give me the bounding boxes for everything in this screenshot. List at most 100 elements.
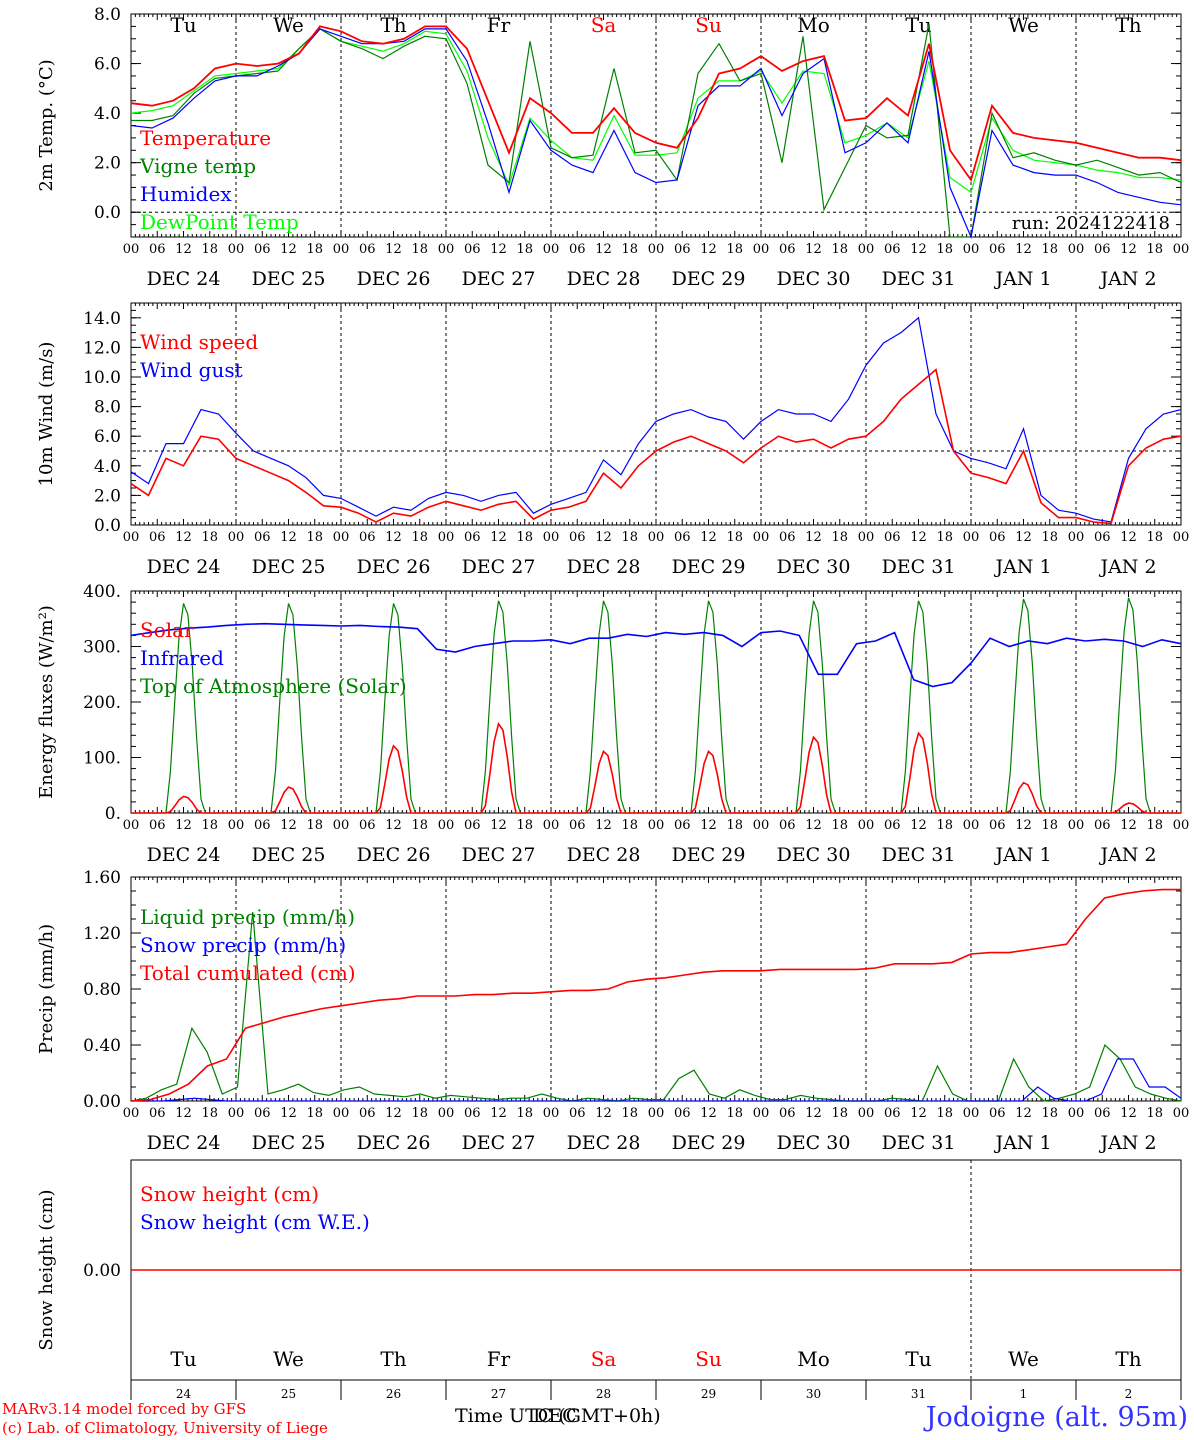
x-tick-label: 18 bbox=[1041, 530, 1058, 545]
bottom-day-number: 30 bbox=[806, 1387, 821, 1400]
x-tick-label: 00 bbox=[858, 1106, 875, 1121]
day-name-label: Th bbox=[1115, 1347, 1141, 1371]
x-tick-label: 06 bbox=[674, 818, 691, 833]
x-tick-label: 12 bbox=[280, 818, 297, 833]
location-title: Jodoigne (alt. 95m) bbox=[925, 1402, 1188, 1433]
x-tick-label: 00 bbox=[963, 1106, 980, 1121]
x-tick-label: 06 bbox=[359, 818, 376, 833]
bottom-day-number: 27 bbox=[491, 1387, 506, 1400]
x-tick-label: 06 bbox=[149, 1106, 166, 1121]
x-date-label: JAN 1 bbox=[993, 844, 1051, 866]
legend-entry: Liquid precip (mm/h) bbox=[140, 905, 355, 929]
run-label: run: 2024122418 bbox=[1012, 213, 1170, 234]
x-date-label: DEC 24 bbox=[147, 556, 221, 578]
x-date-label: DEC 30 bbox=[777, 1132, 851, 1154]
x-tick-label: 12 bbox=[805, 1106, 822, 1121]
y-tick-label: 0.00 bbox=[83, 1092, 121, 1112]
y-tick-label: 100. bbox=[83, 749, 121, 769]
day-name-label: Mo bbox=[797, 13, 830, 37]
x-tick-label: 12 bbox=[175, 1106, 192, 1121]
x-tick-label: 18 bbox=[831, 818, 848, 833]
series-line-infrared bbox=[130, 622, 1182, 688]
x-tick-label: 06 bbox=[779, 530, 796, 545]
x-tick-label: 00 bbox=[648, 1106, 665, 1121]
x-tick-label: 12 bbox=[910, 242, 927, 257]
bottom-day-number: 24 bbox=[176, 1387, 192, 1400]
x-date-label: DEC 29 bbox=[672, 268, 746, 290]
legend-entry: Total cumulated (cm) bbox=[140, 961, 356, 985]
day-name-label: Tu bbox=[170, 13, 196, 37]
x-tick-label: 06 bbox=[464, 818, 481, 833]
x-tick-label: 06 bbox=[674, 1106, 691, 1121]
x-tick-label: 18 bbox=[621, 1106, 638, 1121]
day-name-label: Su bbox=[695, 1347, 722, 1371]
x-tick-label: 06 bbox=[989, 1106, 1006, 1121]
x-tick-label: 00 bbox=[543, 242, 560, 257]
x-tick-label: 00 bbox=[858, 818, 875, 833]
x-tick-label: 18 bbox=[201, 1106, 218, 1121]
day-name-label: Su bbox=[695, 13, 722, 37]
x-tick-label: 18 bbox=[1041, 242, 1058, 257]
x-tick-label: 12 bbox=[1015, 1106, 1032, 1121]
x-date-label: JAN 2 bbox=[1098, 1132, 1156, 1154]
x-tick-label: 12 bbox=[280, 242, 297, 257]
x-tick-label: 18 bbox=[201, 530, 218, 545]
x-tick-label: 00 bbox=[963, 530, 980, 545]
x-tick-label: 00 bbox=[648, 818, 665, 833]
x-tick-label: 18 bbox=[1146, 1106, 1163, 1121]
y-tick-label: 4.0 bbox=[94, 104, 121, 124]
x-tick-label: 00 bbox=[753, 530, 770, 545]
series-line-solar bbox=[131, 722, 1181, 814]
x-tick-label: 12 bbox=[595, 818, 612, 833]
legend-entry: Wind gust bbox=[140, 358, 243, 382]
footer-model-text: MARv3.14 model forced by GFS bbox=[2, 1400, 247, 1418]
x-date-label: DEC 28 bbox=[567, 556, 641, 578]
x-tick-label: 12 bbox=[490, 818, 507, 833]
x-tick-label: 00 bbox=[753, 818, 770, 833]
bottom-day-number: 26 bbox=[386, 1387, 401, 1400]
y-tick-label: 1.20 bbox=[83, 924, 121, 944]
x-tick-label: 00 bbox=[1068, 1106, 1085, 1121]
x-date-label: JAN 2 bbox=[1098, 556, 1156, 578]
x-tick-label: 18 bbox=[411, 530, 428, 545]
day-name-label: Fr bbox=[487, 1347, 511, 1371]
y-tick-label: 8.0 bbox=[94, 5, 121, 25]
y-tick-label: 8.0 bbox=[94, 398, 121, 418]
legend-entry: Temperature bbox=[140, 126, 271, 150]
x-tick-label: 18 bbox=[936, 818, 953, 833]
x-tick-label: 06 bbox=[254, 1106, 271, 1121]
x-tick-label: 06 bbox=[464, 1106, 481, 1121]
x-tick-label: 12 bbox=[490, 1106, 507, 1121]
legend-entry: Snow height (cm) bbox=[140, 1182, 319, 1206]
x-axis-label-text: Time UTC (GMT+0h) bbox=[455, 1405, 661, 1427]
x-tick-label: 12 bbox=[700, 530, 717, 545]
y-tick-label: 0.80 bbox=[83, 980, 121, 1000]
x-tick-label: 18 bbox=[1041, 818, 1058, 833]
x-tick-label: 18 bbox=[306, 818, 323, 833]
x-date-label: JAN 1 bbox=[993, 268, 1051, 290]
y-tick-label: 2.0 bbox=[94, 486, 121, 506]
x-date-label: DEC 24 bbox=[147, 844, 221, 866]
x-tick-label: 06 bbox=[149, 530, 166, 545]
x-tick-label: 06 bbox=[569, 1106, 586, 1121]
x-tick-label: 12 bbox=[1015, 242, 1032, 257]
x-tick-label: 12 bbox=[490, 242, 507, 257]
x-date-label: DEC 30 bbox=[777, 268, 851, 290]
x-tick-label: 18 bbox=[831, 242, 848, 257]
x-date-label: DEC 24 bbox=[147, 268, 221, 290]
x-date-label: JAN 1 bbox=[993, 556, 1051, 578]
day-name-label: Sa bbox=[591, 1347, 617, 1371]
x-date-label: DEC 31 bbox=[882, 556, 956, 578]
x-date-label: DEC 31 bbox=[882, 1132, 956, 1154]
x-date-label: DEC 26 bbox=[357, 844, 431, 866]
x-tick-label: 06 bbox=[1094, 530, 1111, 545]
x-tick-label: 00 bbox=[123, 242, 140, 257]
y-axis-label: 2m Temp. (°C) bbox=[36, 59, 57, 191]
x-tick-label: 00 bbox=[123, 1106, 140, 1121]
x-tick-label: 12 bbox=[595, 530, 612, 545]
x-tick-label: 18 bbox=[516, 1106, 533, 1121]
x-tick-label: 00 bbox=[438, 818, 455, 833]
x-tick-label: 12 bbox=[700, 242, 717, 257]
x-tick-label: 00 bbox=[123, 530, 140, 545]
x-date-label: DEC 25 bbox=[252, 844, 326, 866]
